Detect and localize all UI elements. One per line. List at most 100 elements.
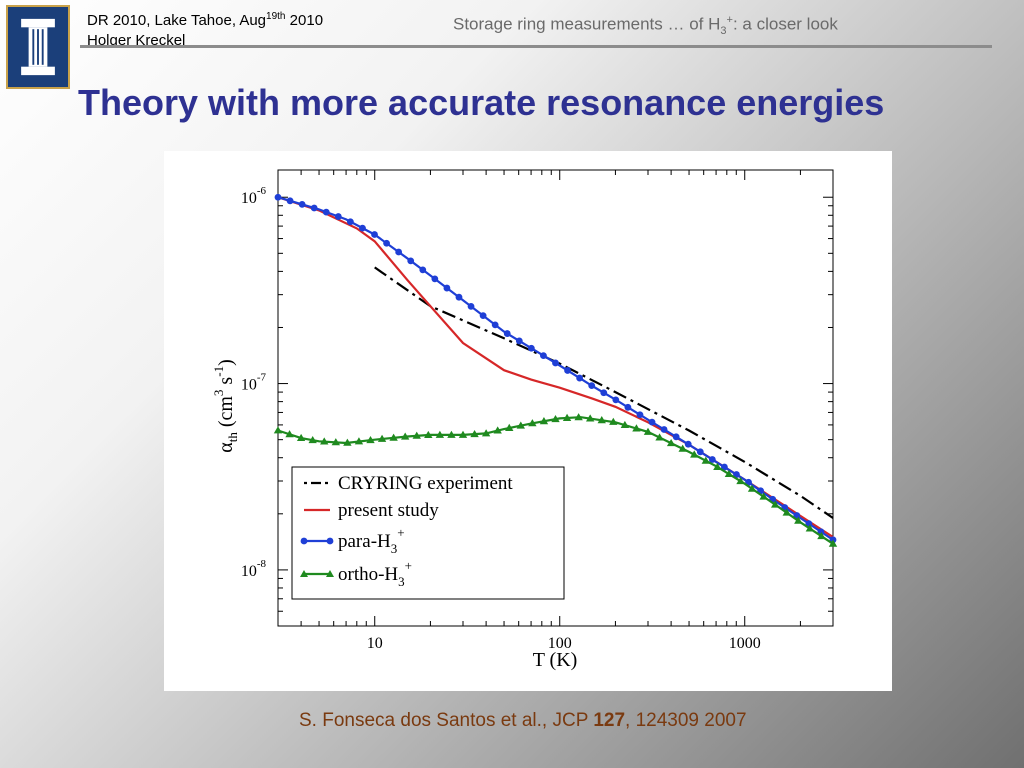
author-name: Holger Kreckel: [87, 32, 186, 49]
y-tick-labels: 10-8 10-7 10-6: [241, 185, 267, 580]
data-point-triangle: [666, 438, 676, 447]
data-point-circle: [455, 293, 463, 301]
data-point-circle: [721, 463, 728, 471]
data-point-triangle: [585, 414, 595, 422]
university-logo: [6, 5, 70, 89]
data-point-triangle: [273, 426, 283, 434]
y-axis-units-c: ): [215, 359, 237, 366]
data-point-triangle: [551, 414, 560, 423]
data-point-triangle: [609, 417, 618, 425]
data-point-triangle: [343, 438, 352, 446]
data-point-triangle: [701, 456, 711, 464]
conference-info: DR 2010, Lake Tahoe, Aug19th 2010 Holger…: [87, 7, 323, 51]
data-point-triangle: [632, 424, 641, 432]
data-point-circle: [600, 389, 608, 397]
talk-title-part-a: Storage ring measurements … of H: [453, 14, 721, 34]
conference-line: DR 2010, Lake Tahoe, Aug: [87, 12, 267, 29]
data-point-triangle: [655, 433, 664, 441]
data-point-triangle: [690, 450, 699, 458]
x-tick-label: 10: [367, 635, 383, 652]
legend-marker: [326, 570, 334, 577]
data-point-circle: [322, 208, 330, 216]
data-point-triangle: [481, 429, 491, 437]
data-point-circle: [564, 367, 571, 374]
data-point-circle: [371, 231, 378, 238]
data-point-triangle: [747, 484, 757, 492]
data-point-circle: [684, 440, 692, 448]
data-point-circle: [443, 284, 451, 292]
data-point-triangle: [597, 416, 606, 424]
slide-title: Theory with more accurate resonance ener…: [78, 82, 885, 123]
data-point-triangle: [539, 417, 549, 425]
chart-panel: 10 100 1000 10-8 10-7 10-6 T (K) αth (cm3 s-…: [164, 151, 892, 691]
data-point-circle: [540, 352, 547, 360]
data-point-triangle: [493, 426, 502, 434]
talk-title-part-b: : a closer look: [732, 14, 838, 34]
data-point-triangle: [759, 492, 768, 500]
data-point-circle: [395, 248, 403, 256]
legend-label-3: ortho-H3+: [338, 558, 412, 589]
data-point-circle: [612, 396, 620, 404]
data-point-circle: [274, 193, 282, 201]
talk-title-sup: +: [726, 14, 733, 26]
citation-pages-year: , 124309 2007: [625, 710, 747, 731]
data-point-circle: [588, 382, 596, 390]
data-point-triangle: [389, 433, 398, 441]
data-point-circle: [708, 456, 716, 463]
data-point-triangle: [400, 432, 410, 440]
data-point-circle: [552, 359, 559, 367]
legend: CRYRING experiment present study para-H3+o…: [291, 466, 565, 600]
legend-label-0: CRYRING experiment: [338, 473, 513, 494]
data-point-circle: [805, 520, 813, 528]
data-point-circle: [527, 344, 535, 352]
axis-ticks: [277, 170, 834, 627]
data-point-triangle: [505, 423, 514, 431]
conference-year: 2010: [285, 12, 324, 29]
y-axis-units-sup2: -1: [211, 366, 226, 377]
data-point-triangle: [366, 435, 375, 444]
y-tick-label: 10-7: [241, 372, 267, 394]
legend-box: [291, 466, 565, 600]
citation-volume: 127: [593, 710, 626, 731]
data-point-circle: [467, 302, 475, 310]
data-point-circle: [491, 321, 499, 329]
x-tick-label: 1000: [729, 635, 761, 652]
conference-date-sup: 19th: [266, 11, 286, 22]
data-point-triangle: [308, 435, 317, 444]
data-point-circle: [648, 418, 656, 426]
data-point-circle: [286, 197, 294, 205]
data-point-circle: [359, 224, 366, 232]
y-axis-units-sup1: 3: [211, 390, 226, 397]
talk-title-sub: 3: [720, 25, 727, 38]
x-axis-label: T (K): [533, 649, 578, 671]
data-point-triangle: [296, 433, 306, 442]
data-point-triangle: [516, 421, 526, 429]
data-point-circle: [515, 337, 523, 345]
y-axis-symbol: α: [215, 442, 237, 453]
data-point-triangle: [331, 438, 341, 446]
y-tick-label: 10-6: [241, 185, 267, 207]
data-point-circle: [660, 426, 668, 433]
data-point-circle: [636, 411, 644, 419]
data-point-triangle: [562, 413, 572, 421]
header-divider: [80, 45, 992, 48]
citation-authors: S. Fonseca dos Santos et al., JCP: [299, 710, 594, 731]
data-point-triangle: [377, 434, 387, 442]
data-point-circle: [383, 239, 390, 247]
legend-label-1: present study: [338, 500, 439, 521]
data-point-triangle: [643, 427, 653, 435]
data-point-triangle: [458, 430, 468, 438]
y-axis-units-b: s: [215, 377, 237, 390]
plot-frame: [277, 169, 834, 627]
data-point-triangle: [782, 508, 791, 516]
data-point-triangle: [320, 437, 329, 445]
legend-marker: [326, 537, 334, 545]
data-point-circle: [503, 330, 511, 337]
data-point-triangle: [528, 419, 537, 427]
legend-marker: [300, 570, 308, 577]
data-point-triangle: [828, 539, 838, 547]
data-point-triangle: [724, 469, 734, 478]
data-point-triangle: [574, 413, 583, 421]
data-point-circle: [419, 266, 427, 274]
series-line-0: [374, 266, 834, 519]
